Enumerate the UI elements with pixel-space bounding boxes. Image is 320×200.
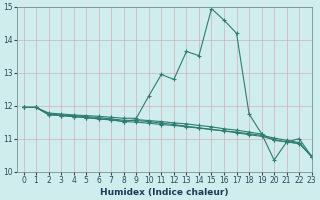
X-axis label: Humidex (Indice chaleur): Humidex (Indice chaleur) (100, 188, 229, 197)
